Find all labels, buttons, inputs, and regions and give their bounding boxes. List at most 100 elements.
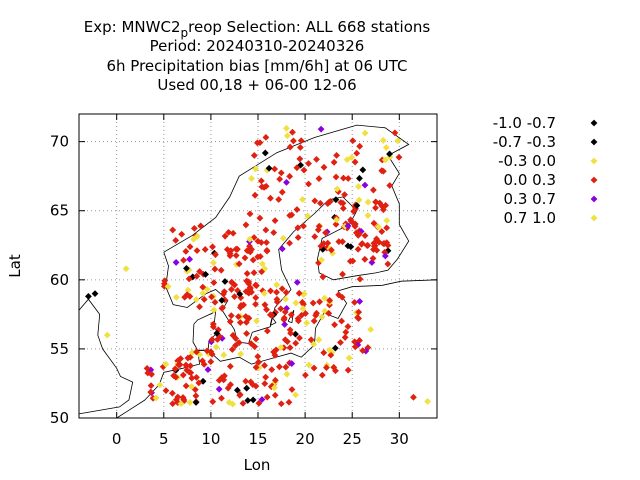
station-point (258, 268, 266, 276)
y-axis-label: Lat (6, 254, 24, 278)
station-point (242, 221, 250, 229)
station-point (160, 282, 168, 290)
station-point (369, 254, 377, 262)
station-point (212, 343, 220, 351)
station-point (253, 282, 260, 290)
station-point (313, 155, 320, 163)
title-line-3: 6h Precipitation bias [mm/6h] at 06 UTC (106, 57, 407, 75)
station-point (369, 186, 377, 194)
station-point (310, 317, 318, 325)
station-point (226, 362, 234, 370)
station-point (182, 247, 190, 255)
legend-marker (590, 157, 598, 165)
station-point (232, 252, 240, 259)
x-tick-label: 20 (296, 430, 315, 448)
station-point (184, 286, 192, 294)
station-point (311, 233, 319, 241)
legend-label: -1.0 -0.7 (493, 114, 556, 132)
station-point (173, 293, 180, 301)
station-point (245, 247, 253, 255)
station-point (327, 351, 335, 359)
station-point (227, 312, 235, 320)
station-point (345, 354, 353, 362)
station-point (344, 366, 352, 374)
station-point (356, 142, 364, 150)
station-point (355, 308, 363, 316)
station-point (252, 300, 259, 308)
station-point (296, 334, 303, 342)
station-point (322, 229, 329, 237)
station-point (300, 166, 308, 174)
station-point (219, 304, 227, 312)
station-point (381, 248, 389, 256)
station-point (270, 229, 278, 236)
station-point (190, 224, 198, 232)
station-point (424, 398, 431, 405)
station-point (283, 124, 290, 132)
station-point (283, 132, 291, 140)
station-point (192, 392, 200, 400)
y-tick-label: 65 (50, 202, 69, 220)
station-point (361, 129, 369, 137)
station-point (356, 298, 364, 305)
station-point (288, 211, 296, 219)
station-point (201, 246, 209, 253)
station-point (294, 315, 302, 322)
station-point (147, 382, 155, 389)
station-point (172, 236, 180, 244)
station-point (279, 234, 287, 242)
station-point (332, 220, 340, 228)
station-point (185, 266, 193, 274)
station-point (183, 265, 190, 272)
station-point (199, 283, 207, 291)
station-point (316, 199, 324, 207)
y-tick-label: 70 (50, 133, 69, 151)
station-point (347, 216, 355, 224)
station-point (183, 291, 191, 299)
station-point (211, 265, 219, 273)
station-point (236, 391, 244, 399)
station-point (255, 399, 263, 407)
station-point (208, 293, 215, 301)
station-point (287, 311, 295, 319)
station-point (379, 167, 387, 175)
station-point (265, 164, 273, 172)
station-point (171, 365, 179, 373)
station-point (218, 334, 226, 342)
station-point (256, 139, 264, 147)
station-point (356, 174, 363, 182)
station-point (252, 294, 260, 302)
station-point (327, 246, 335, 254)
station-point (361, 255, 369, 263)
station-point (190, 235, 198, 243)
station-point (188, 349, 196, 356)
station-point (271, 351, 279, 359)
station-point (356, 337, 363, 344)
station-point (381, 252, 389, 260)
x-tick-label: 5 (159, 430, 169, 448)
station-point (262, 373, 270, 381)
station-point (156, 381, 164, 389)
station-point (300, 222, 307, 230)
station-point (394, 137, 402, 145)
station-point (103, 331, 111, 339)
station-point (203, 347, 211, 355)
station-point (344, 222, 352, 230)
station-point (341, 191, 348, 199)
station-point (350, 207, 358, 215)
station-point (282, 289, 290, 296)
station-point (315, 175, 323, 182)
station-point (410, 393, 417, 401)
station-point (162, 387, 170, 394)
station-point (316, 298, 324, 306)
station-point (373, 246, 381, 254)
station-point (346, 257, 354, 265)
station-point (231, 281, 239, 289)
station-point (286, 239, 293, 247)
station-point (227, 247, 235, 255)
station-point (193, 348, 200, 356)
station-point (229, 229, 237, 237)
legend-label: -0.3 0.0 (498, 152, 556, 170)
station-point (326, 198, 334, 205)
station-point (310, 364, 318, 372)
